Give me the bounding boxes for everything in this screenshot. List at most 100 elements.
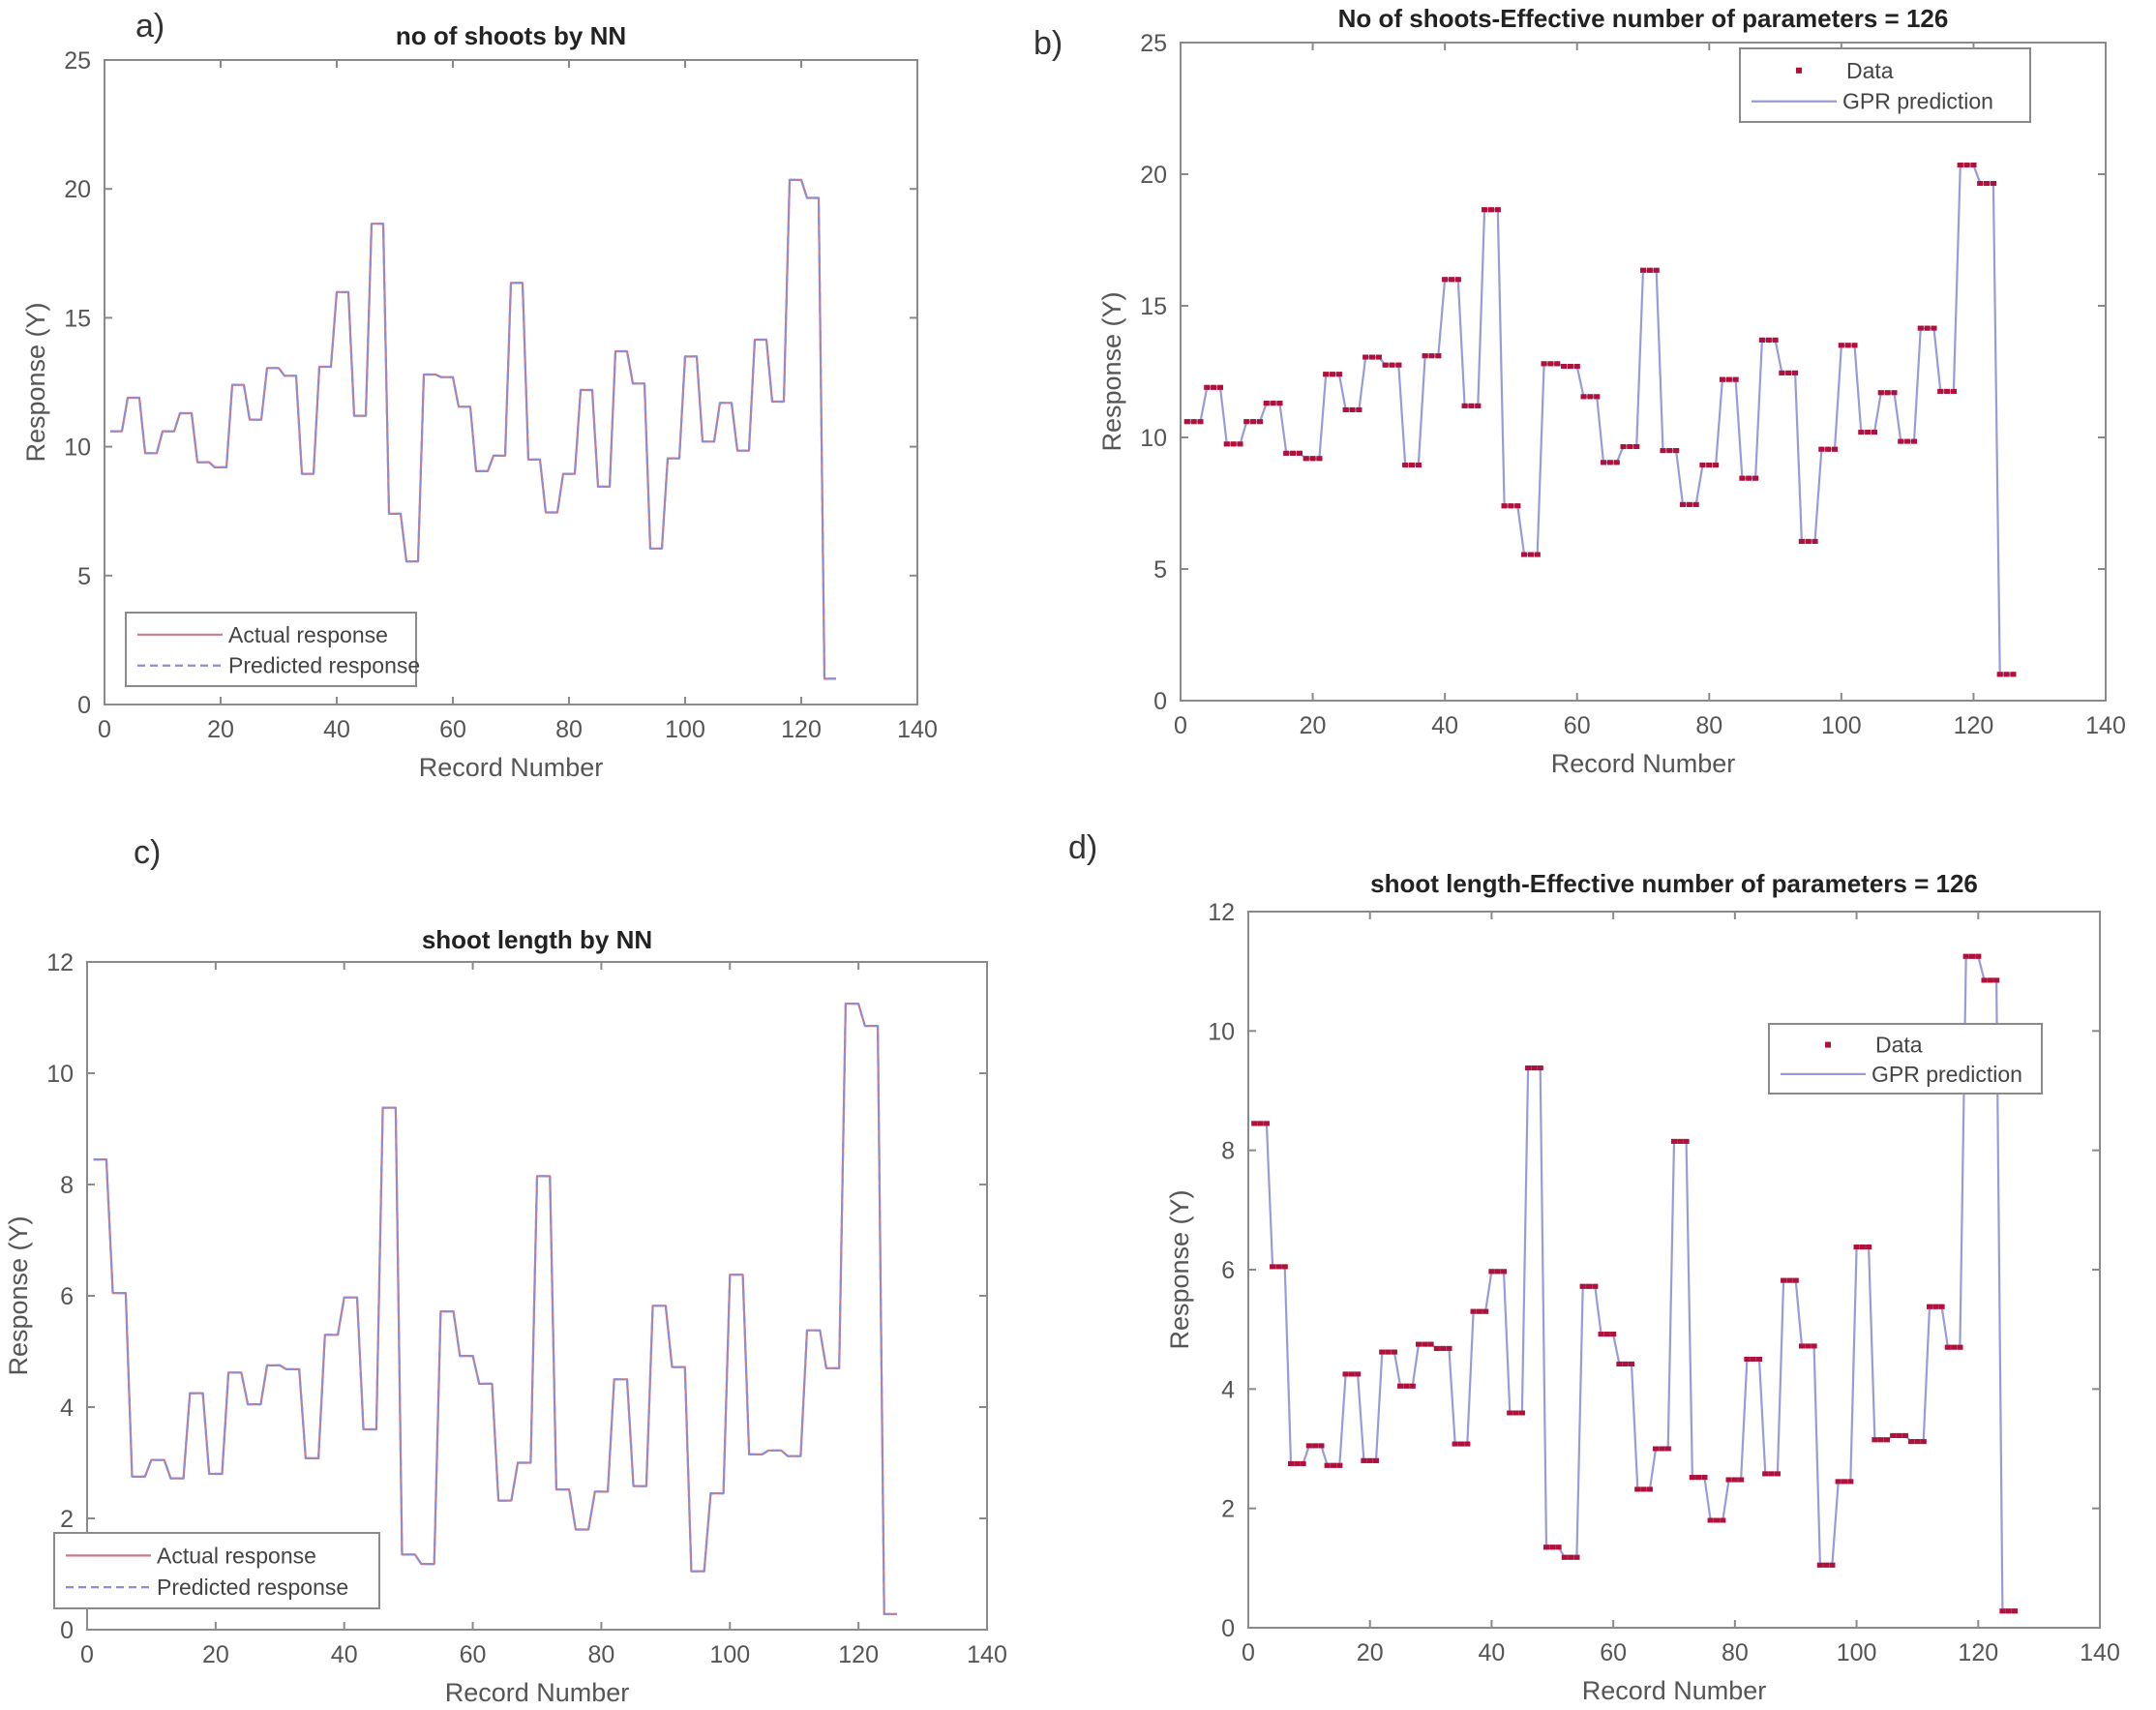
data-point [1981,977,1988,983]
x-tick-label: 100 [709,1641,750,1668]
data-point [1324,1462,1331,1468]
data-point [1842,1479,1847,1485]
data-point [1725,376,1732,382]
data-point [1629,1361,1634,1366]
data-point [1620,444,1627,450]
data-point [1415,463,1422,468]
data-point [1746,475,1752,481]
y-tick-label: 8 [1221,1138,1235,1165]
data-point [1622,1361,1629,1366]
data-point [1996,672,2003,677]
data-point [1816,1562,1823,1568]
data-point [1318,1443,1325,1449]
data-point [1592,1283,1599,1289]
x-tick-label: 80 [588,1641,615,1668]
data-point [1835,1479,1842,1485]
x-tick-label: 120 [838,1641,879,1668]
y-tick-label: 12 [1208,899,1235,926]
data-point [1514,503,1521,509]
series-line-predicted-response [110,178,836,680]
plot-area-frame [1180,42,2107,702]
data-point [1373,1457,1379,1463]
data-point [1561,1554,1568,1560]
data-point [1838,343,1844,348]
data-point [1389,362,1395,368]
data-point [1330,372,1336,377]
data-point [1331,1462,1336,1468]
data-point [1847,1479,1854,1485]
data-point [1768,1471,1775,1477]
y-tick-label: 0 [1153,688,1167,715]
x-tick-label: 120 [781,716,822,743]
data-point [1440,1345,1447,1351]
data-point [1772,337,1779,343]
y-tick-label: 5 [77,563,91,590]
data-point [1263,401,1270,406]
data-point [1561,364,1568,370]
x-tick-label: 80 [1695,712,1722,739]
data-point [1774,1471,1781,1477]
series-group [1183,162,2017,677]
data-point [1598,1332,1604,1337]
data-point [1689,1475,1695,1481]
x-tick-label: 100 [665,716,705,743]
x-tick-label: 40 [331,1641,358,1668]
legend-label: Predicted response [228,653,420,678]
data-point [2005,1608,2012,1614]
x-tick-label: 140 [2085,712,2126,739]
data-point [1695,1475,1702,1481]
plot-area-frame [1247,911,2101,1629]
panel-label-b: b) [1033,25,1063,62]
data-point [1356,406,1362,412]
data-point [1701,1475,1708,1481]
data-point [1555,1545,1562,1550]
y-axis-label: Response (Y) [21,302,50,462]
data-point [1527,552,1534,557]
data-point [1454,277,1461,283]
chart-shoot-length-nn: shoot length by NN 0 20 40 60 80 100 120 140 0 2 4 6… [4,925,1007,1707]
data-point [1699,463,1706,468]
data-point [1686,501,1692,507]
x-tick-label: 20 [1357,1639,1384,1666]
legend-label: GPR prediction [1842,89,1993,114]
data-point [1944,1344,1951,1350]
data-point [1382,362,1389,368]
data-point [1531,1065,1538,1071]
data-point [1858,430,1865,435]
data-point [1256,419,1263,425]
data-point [1812,538,1818,544]
chart-no-of-shoots-gpr: No of shoots-Effective number of paramet… [1097,4,2126,778]
data-point [1896,1432,1902,1438]
plot-area-frame [86,961,988,1631]
data-point [1731,1477,1738,1483]
data-point [1336,1462,1343,1468]
data-point [1303,456,1309,462]
data-point [1487,207,1494,213]
data-point [1508,503,1514,509]
y-tick-label: 25 [1140,30,1167,57]
data-point [1832,446,1839,452]
data-point [1335,372,1342,377]
y-axis-label: Response (Y) [4,1215,33,1375]
data-point [1739,475,1746,481]
data-point [1792,1277,1799,1283]
data-point [1999,1608,2006,1614]
data-point [1204,384,1211,390]
data-point [1475,403,1482,408]
legend-box [1739,47,2031,123]
data-point [1938,1304,1945,1309]
y-tick-label: 6 [1221,1257,1235,1284]
data-point [1904,438,1911,444]
data-point [1422,353,1428,359]
data-point [1547,361,1554,367]
data-point [1610,1332,1617,1337]
data-point [1494,1269,1501,1275]
x-tick-label: 0 [1242,1639,1255,1666]
series-group [110,178,836,680]
data-point [1640,267,1646,273]
data-point [1183,419,1190,425]
data-point [1853,1245,1860,1250]
data-point [1348,1371,1355,1377]
data-point [1671,1138,1677,1144]
data-point [1452,1441,1458,1447]
